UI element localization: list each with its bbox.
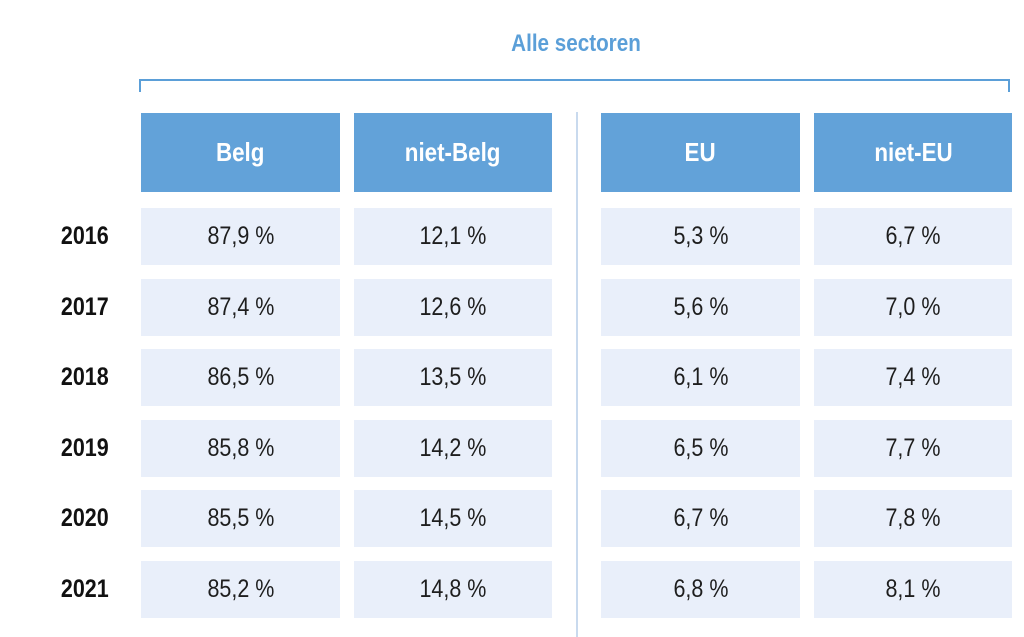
column-header-niet-eu: niet-EU [814, 113, 1012, 192]
row-year-label: 2017 [61, 293, 109, 321]
table-cell: 13,5 % [354, 349, 552, 406]
table-cell: 14,5 % [354, 490, 552, 547]
table-cell: 86,5 % [141, 349, 340, 406]
table-cell: 6,7 % [814, 208, 1012, 265]
group-bracket [139, 79, 1010, 92]
table-cell: 5,3 % [601, 208, 800, 265]
table-cell: 5,6 % [601, 279, 800, 336]
table-cell: 14,8 % [354, 561, 552, 618]
table-cell: 7,8 % [814, 490, 1012, 547]
column-header-belg: Belg [141, 113, 340, 192]
column-header-eu: EU [601, 113, 800, 192]
table-cell: 7,7 % [814, 420, 1012, 477]
row-year-label: 2019 [61, 434, 109, 462]
table-cell: 8,1 % [814, 561, 1012, 618]
table-cell: 85,8 % [141, 420, 340, 477]
table-cell: 85,5 % [141, 490, 340, 547]
table-cell: 85,2 % [141, 561, 340, 618]
column-header-niet-belg: niet-Belg [354, 113, 552, 192]
group-title: Alle sectoren [511, 30, 641, 57]
table-cell: 12,6 % [354, 279, 552, 336]
row-year-label: 2016 [61, 222, 109, 250]
row-year-label: 2020 [61, 504, 109, 532]
table-cell: 14,2 % [354, 420, 552, 477]
row-year-label: 2018 [61, 363, 109, 391]
table-cell: 6,7 % [601, 490, 800, 547]
table-cell: 87,9 % [141, 208, 340, 265]
table-cell: 12,1 % [354, 208, 552, 265]
row-year-label: 2021 [61, 575, 109, 603]
table-cell: 7,4 % [814, 349, 1012, 406]
table-cell: 7,0 % [814, 279, 1012, 336]
column-divider [576, 112, 578, 637]
table-cell: 6,8 % [601, 561, 800, 618]
table-cell: 6,5 % [601, 420, 800, 477]
table-cell: 6,1 % [601, 349, 800, 406]
table-cell: 87,4 % [141, 279, 340, 336]
